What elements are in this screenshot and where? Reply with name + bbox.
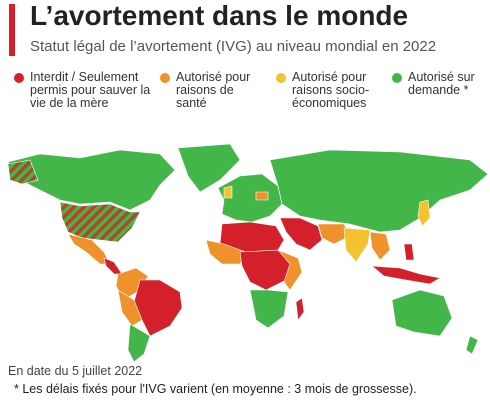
- russia-asia: [269, 149, 489, 233]
- middle-east: [279, 217, 323, 251]
- brazil: [133, 279, 183, 337]
- new-zealand: [465, 335, 479, 355]
- canada: [7, 149, 176, 211]
- world-map: [7, 143, 489, 362]
- legend-item: Interdit / Seulement permis pour sauver …: [14, 71, 156, 110]
- indonesia: [371, 265, 441, 285]
- east-africa: [277, 249, 303, 291]
- legend-item: Autorisé pour raisons de santé: [160, 71, 260, 110]
- alaska: [7, 159, 39, 185]
- legend-dot: [160, 73, 170, 83]
- madagascar: [295, 297, 305, 321]
- legend-label: Autorisé pour raisons de santé: [176, 70, 251, 110]
- iran-pakistan: [317, 223, 351, 245]
- title: L’avortement dans le monde: [30, 0, 409, 31]
- greenland: [177, 143, 241, 193]
- date-note: En date du 5 juillet 2022: [8, 364, 143, 378]
- india: [343, 227, 371, 263]
- southern-africa: [249, 289, 289, 329]
- footnote: * Les délais fixés pour l'IVG varient (e…: [14, 382, 417, 396]
- legend-label: Autorisé pour raisons socio-économiques: [292, 70, 370, 110]
- legend-dot: [14, 73, 24, 83]
- philippines: [403, 243, 415, 261]
- europe: [217, 173, 283, 223]
- legend-item: Autorisé sur demande *: [392, 71, 484, 97]
- subtitle: Statut légal de l’avortement (IVG) au ni…: [30, 38, 437, 55]
- japan: [417, 199, 431, 227]
- southern-cone: [127, 323, 151, 362]
- legend-dot: [276, 73, 286, 83]
- southeast-asia: [369, 231, 391, 261]
- central-america: [103, 257, 123, 275]
- legend-label: Interdit / Seulement permis pour sauver …: [30, 70, 151, 110]
- legend-item: Autorisé pour raisons socio-économiques: [276, 71, 376, 110]
- legend-dot: [392, 73, 402, 83]
- usa: [59, 201, 141, 243]
- australia: [391, 289, 453, 337]
- west-africa: [205, 239, 247, 265]
- poland: [255, 191, 269, 201]
- legend-label: Autorisé sur demande *: [408, 70, 475, 97]
- mexico: [67, 233, 111, 265]
- uk: [223, 185, 233, 199]
- accent-bar: [9, 4, 15, 56]
- peru-bolivia: [117, 289, 143, 327]
